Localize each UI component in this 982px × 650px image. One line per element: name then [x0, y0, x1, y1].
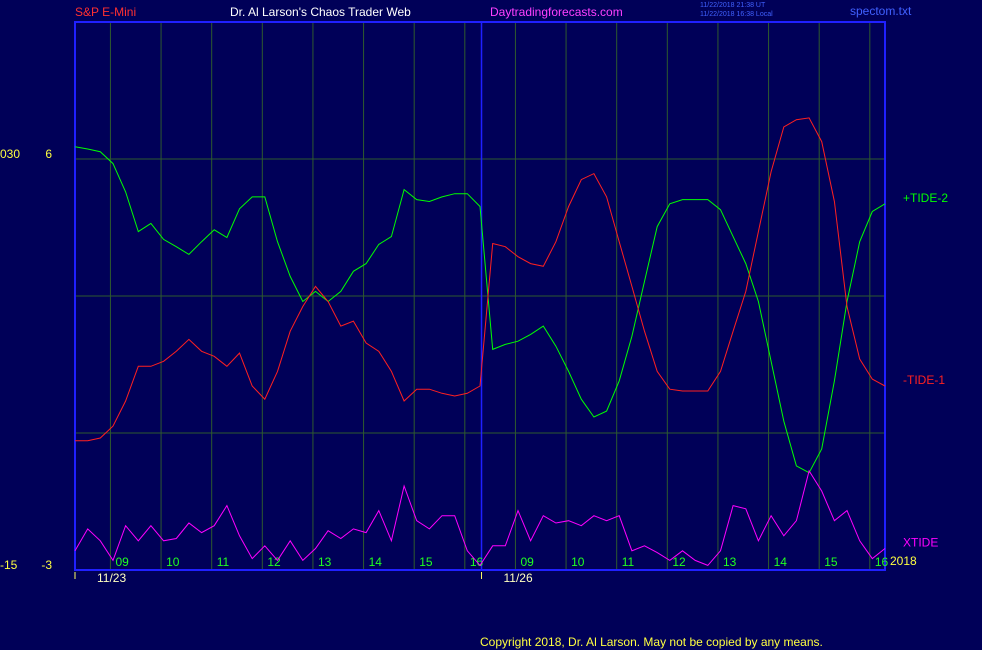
legend-label: +TIDE-2 [903, 191, 948, 205]
x-tick-label: 14 [774, 555, 788, 569]
date-tick-label: 11/26 [504, 571, 533, 585]
y2-tick-label: 030 [0, 147, 20, 161]
x-tick-label: 15 [824, 555, 838, 569]
chart-subtitle: S&P E-Mini [75, 5, 136, 19]
y-tick-label: 6 [45, 147, 52, 161]
series-line [74, 469, 886, 567]
x-tick-label: 11 [622, 555, 635, 569]
x-tick-label: 14 [369, 555, 383, 569]
x-tick-label: 09 [520, 555, 534, 569]
legend-label: XTIDE [903, 536, 938, 550]
copyright: Copyright 2018, Dr. Al Larson. May not b… [480, 635, 823, 649]
x-tick-label: 12 [672, 555, 686, 569]
x-tick-label: 13 [723, 555, 737, 569]
legend-label: -TIDE-1 [903, 373, 945, 387]
x-tick-label: 16 [875, 555, 889, 569]
year-label: 2018 [890, 554, 917, 568]
x-tick-label: 10 [166, 555, 180, 569]
timestamp: 11/22/2018 21:38 UT [700, 2, 766, 9]
filename: spectom.txt [850, 4, 912, 18]
series-line [74, 146, 886, 474]
x-tick-label: 12 [267, 555, 281, 569]
series-line [75, 117, 886, 442]
website: Daytradingforecasts.com [490, 5, 623, 19]
x-tick-label: 13 [318, 555, 332, 569]
y-tick-label: -3 [41, 558, 52, 572]
y2-tick-label: -15 [0, 558, 18, 572]
timestamp: 11/22/2018 16:38 Local [700, 11, 773, 18]
plot-border [74, 21, 886, 571]
chart-title: Dr. Al Larson's Chaos Trader Web [230, 5, 411, 19]
x-tick-label: 09 [115, 555, 129, 569]
date-tick-label: 11/23 [97, 571, 126, 585]
x-tick-label: 11 [217, 555, 230, 569]
x-tick-label: 10 [571, 555, 585, 569]
x-tick-label: 15 [419, 555, 433, 569]
